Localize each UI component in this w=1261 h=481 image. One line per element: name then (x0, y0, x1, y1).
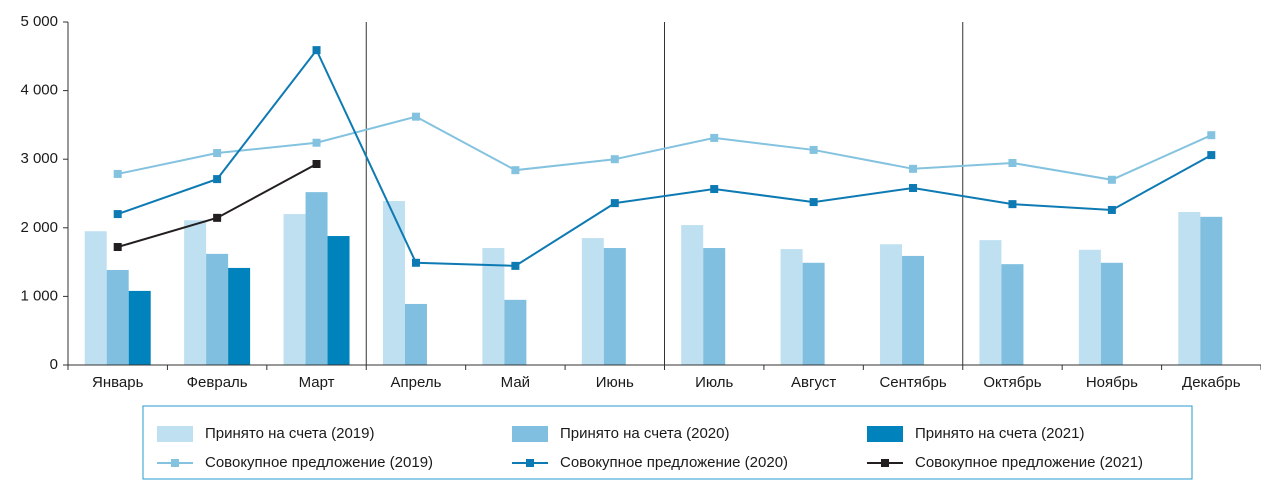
bar (382, 201, 405, 365)
line-marker (1107, 175, 1116, 184)
line-marker (113, 243, 122, 252)
x-tick-label: Октябрь (983, 374, 1041, 391)
x-tick-label: Март (299, 374, 335, 391)
line-marker (710, 185, 719, 194)
x-tick-label: Ноябрь (1086, 374, 1138, 391)
line-marker (710, 133, 719, 142)
legend-marker (881, 459, 889, 467)
x-tick-label: Август (791, 374, 836, 391)
bar (603, 248, 626, 365)
bar (1200, 216, 1223, 365)
legend-label: Совокупное предложение (2020) (560, 454, 788, 471)
bar (979, 240, 1002, 365)
x-tick-label: Июль (695, 374, 733, 391)
bar (703, 248, 726, 365)
bar (780, 249, 803, 365)
y-tick-label: 1 000 (20, 287, 58, 304)
x-tick-label: Май (501, 374, 530, 391)
line-marker (113, 169, 122, 178)
bar (404, 303, 427, 365)
line-marker (213, 213, 222, 222)
bar (802, 262, 825, 365)
line-marker (610, 155, 619, 164)
line-marker (809, 198, 818, 207)
bar (902, 255, 925, 365)
line-marker (511, 261, 520, 270)
legend-label: Принято на счета (2021) (915, 425, 1084, 442)
bar (228, 267, 251, 365)
bar (880, 244, 903, 365)
line-marker (312, 160, 321, 169)
line-marker (610, 199, 619, 208)
bar (1178, 212, 1201, 365)
bar (206, 253, 229, 365)
line-marker (1207, 151, 1216, 160)
bar (1100, 262, 1123, 365)
y-tick-label: 3 000 (20, 150, 58, 167)
x-tick-label: Апрель (391, 374, 442, 391)
line-marker (909, 164, 918, 173)
bar (482, 248, 505, 365)
legend-marker (171, 459, 179, 467)
line-marker (809, 145, 818, 154)
legend-label: Принято на счета (2019) (205, 425, 374, 442)
legend-box (142, 405, 1193, 480)
x-tick-label: Декабрь (1182, 374, 1241, 391)
line-marker (1008, 158, 1017, 167)
y-tick-label: 2 000 (20, 219, 58, 236)
y-tick-label: 4 000 (20, 82, 58, 99)
line-marker (909, 184, 918, 193)
bar (128, 290, 151, 365)
legend-swatch (867, 426, 903, 442)
legend-label: Совокупное предложение (2019) (205, 454, 433, 471)
legend-swatch (157, 426, 193, 442)
line-marker (213, 175, 222, 184)
bar (1078, 249, 1101, 365)
line-marker (411, 112, 420, 121)
line-marker (511, 166, 520, 175)
bar (504, 299, 527, 365)
line-marker (1107, 205, 1116, 214)
line-marker (312, 138, 321, 147)
line (117, 115, 1212, 181)
x-tick-label: Июнь (596, 374, 634, 391)
line (117, 48, 1212, 267)
bar (84, 231, 107, 365)
line-marker (1008, 200, 1017, 209)
bar (184, 220, 207, 365)
bar (305, 192, 328, 365)
line-marker (113, 210, 122, 219)
bar (681, 225, 704, 365)
line-marker (312, 46, 321, 55)
line-marker (213, 149, 222, 158)
y-tick-label: 5 000 (20, 13, 58, 30)
x-tick-label: Январь (92, 374, 144, 391)
legend-marker (526, 459, 534, 467)
legend-label: Совокупное предложение (2021) (915, 454, 1143, 471)
bar (1001, 264, 1024, 365)
legend-swatch (512, 426, 548, 442)
line-marker (411, 258, 420, 267)
y-tick-label: 0 (50, 356, 58, 373)
bar (283, 214, 306, 365)
legend-label: Принято на счета (2020) (560, 425, 729, 442)
x-tick-label: Сентябрь (879, 374, 946, 391)
line-marker (1207, 131, 1216, 140)
x-tick-label: Февраль (187, 374, 248, 391)
bar (327, 236, 350, 365)
bar (581, 238, 604, 365)
bar (106, 269, 129, 365)
